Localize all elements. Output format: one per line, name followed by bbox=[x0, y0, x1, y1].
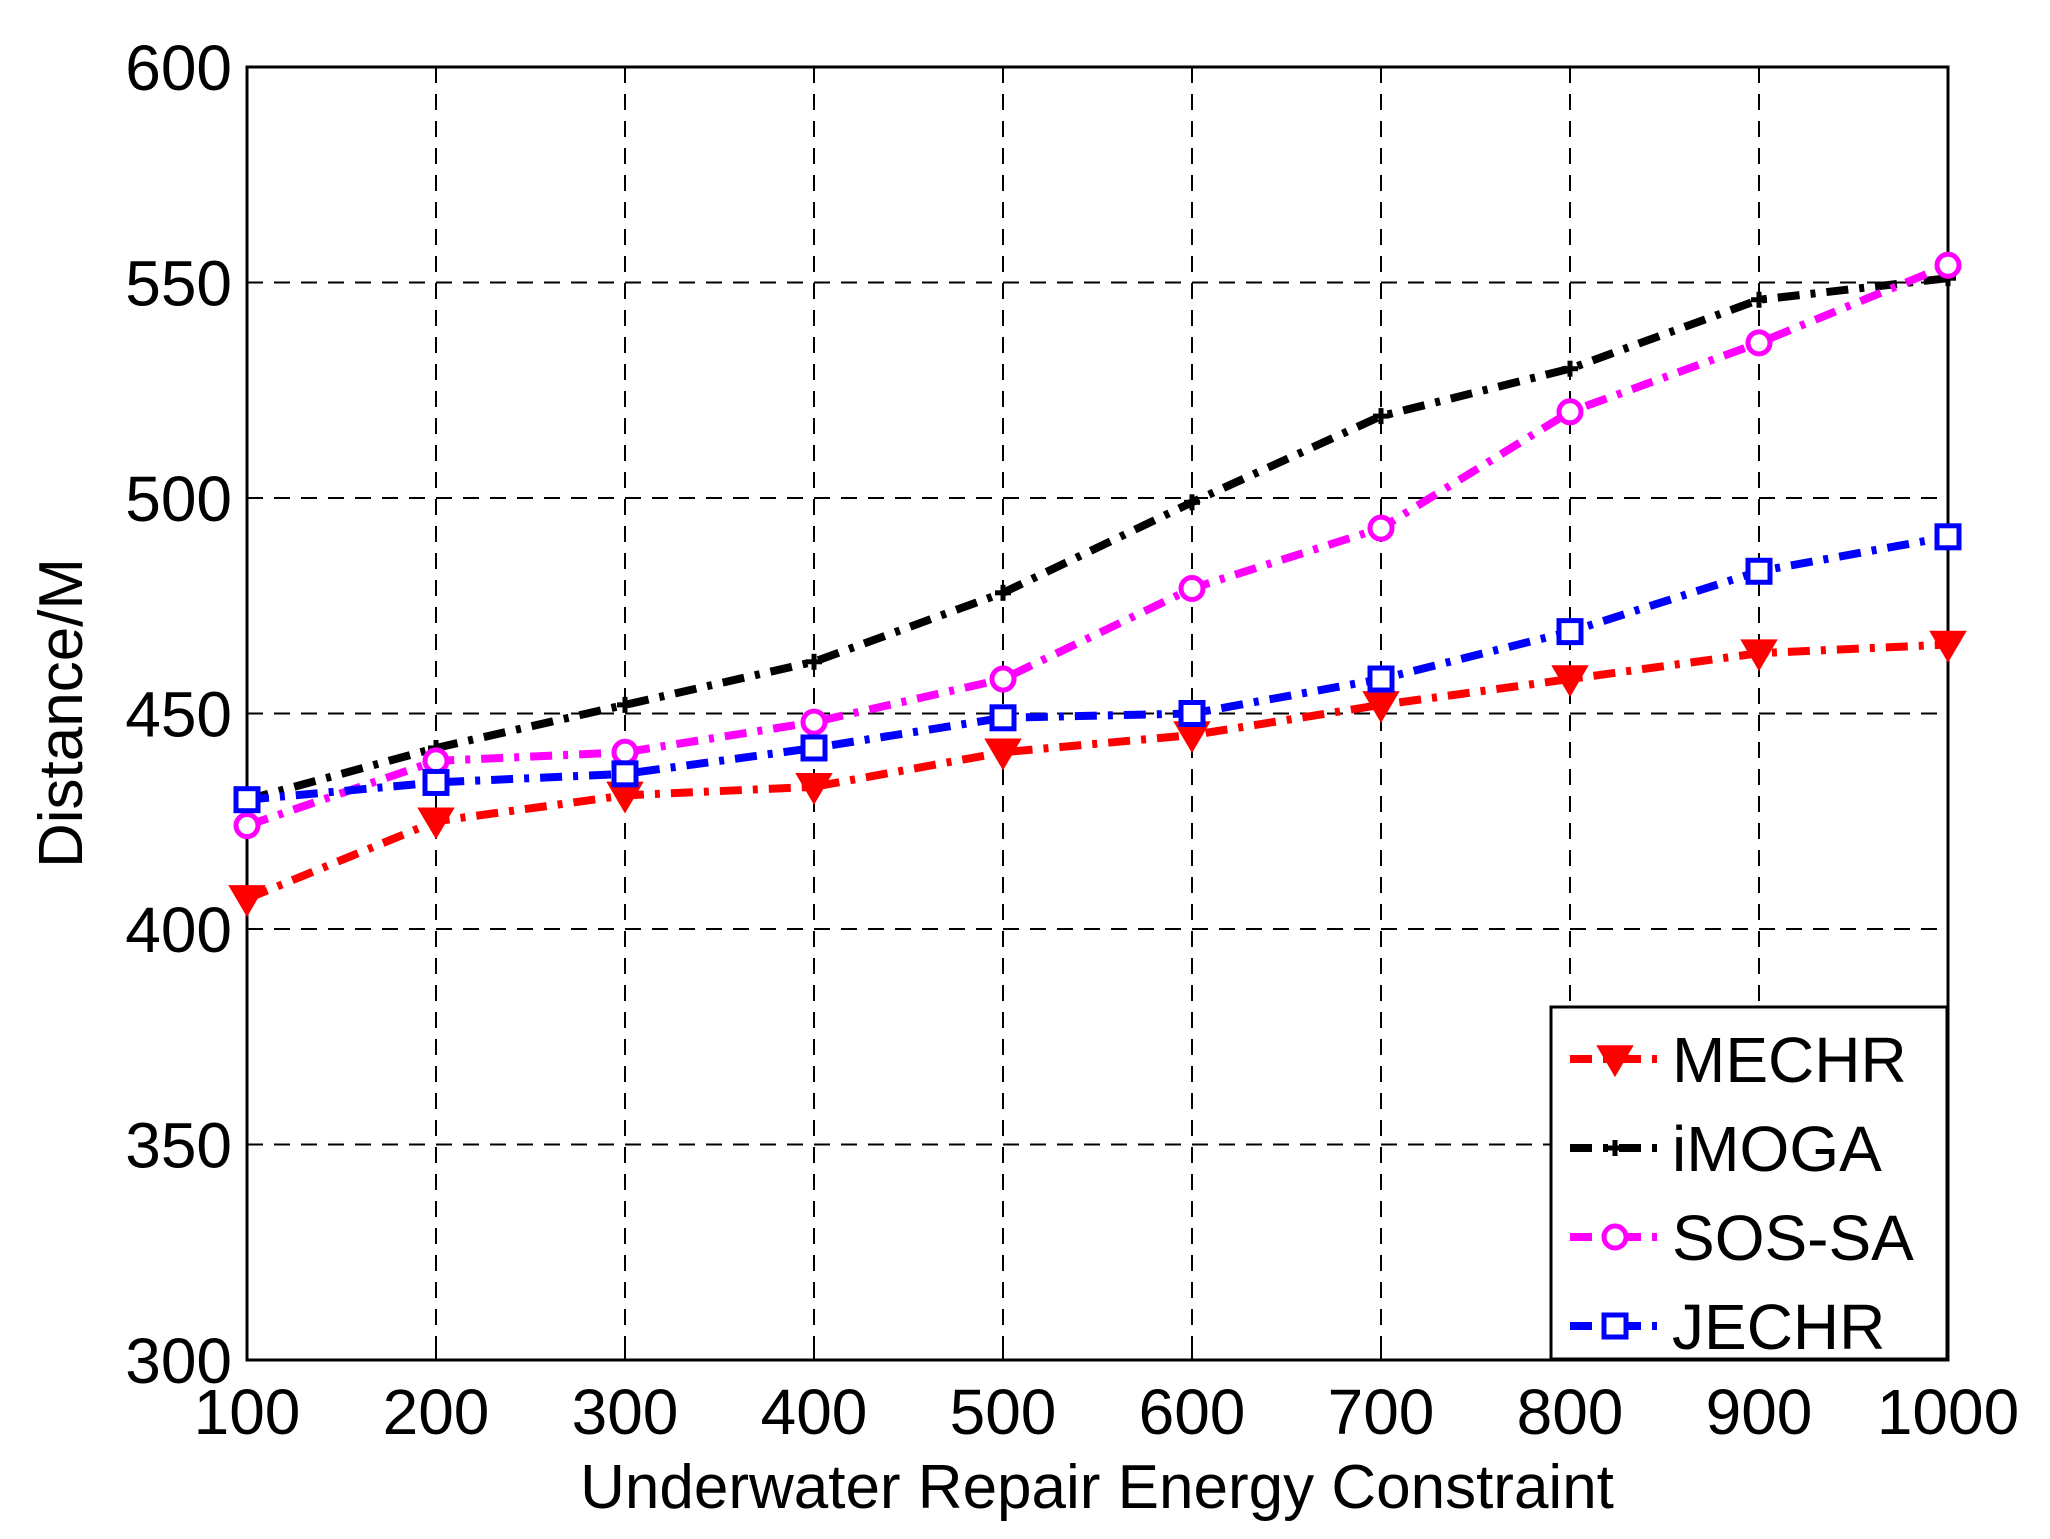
series-mechr bbox=[228, 630, 1967, 917]
legend: MECHR iMOGA SOS-SA JECHR bbox=[1549, 1005, 1949, 1363]
data-point-sos-sa bbox=[800, 708, 828, 736]
x-tick-label: 900 bbox=[1706, 1376, 1813, 1448]
legend-entry-jechr: JECHR bbox=[1570, 1291, 1885, 1363]
data-point-sos-sa bbox=[422, 747, 450, 775]
data-point-sos-sa bbox=[611, 738, 639, 766]
data-point-imoga bbox=[1562, 360, 1578, 377]
series-line-sos-sa bbox=[245, 261, 1950, 830]
y-tick-label: 600 bbox=[125, 32, 232, 104]
data-point-mechr bbox=[1551, 665, 1589, 698]
legend-marker bbox=[1596, 1045, 1634, 1078]
data-point-jechr bbox=[1178, 700, 1206, 727]
data-point-jechr bbox=[611, 760, 639, 788]
x-tick-label: 300 bbox=[572, 1376, 679, 1448]
y-tick-label: 450 bbox=[125, 679, 232, 751]
data-point-jechr bbox=[1367, 665, 1395, 693]
data-point-jechr bbox=[422, 768, 450, 796]
legend-label: MECHR bbox=[1672, 1024, 1907, 1096]
x-tick-label: 600 bbox=[1139, 1376, 1246, 1448]
legend-label: JECHR bbox=[1672, 1291, 1885, 1363]
data-point-imoga bbox=[617, 696, 633, 713]
data-point-sos-sa bbox=[1367, 514, 1395, 542]
legend-marker bbox=[1601, 1312, 1629, 1340]
data-point-mechr bbox=[1740, 639, 1778, 672]
series-line-jechr bbox=[246, 532, 1949, 804]
data-point-jechr bbox=[800, 734, 828, 762]
legend-marker bbox=[1601, 1223, 1629, 1251]
legend-entry-imoga: iMOGA bbox=[1570, 1113, 1882, 1185]
data-series bbox=[228, 251, 1967, 917]
y-axis-title: Distance/M bbox=[27, 558, 96, 868]
data-point-sos-sa bbox=[989, 665, 1017, 693]
data-point-mechr bbox=[228, 885, 266, 917]
series-line-imoga bbox=[245, 274, 1949, 804]
series-sos-sa bbox=[233, 251, 1962, 840]
y-tick-label: 550 bbox=[125, 248, 232, 320]
data-point-sos-sa bbox=[1745, 329, 1773, 357]
data-point-mechr bbox=[984, 738, 1022, 771]
x-tick-label: 100 bbox=[194, 1376, 301, 1448]
data-point-mechr bbox=[417, 807, 455, 840]
axis-ticks: 100 200 300 400 500 600 700 800 900 1000 300 350 400… bbox=[125, 32, 2019, 1448]
data-point-mechr bbox=[795, 773, 833, 805]
y-tick-label: 500 bbox=[125, 463, 232, 535]
data-point-jechr bbox=[989, 704, 1017, 732]
legend-entry-sos-sa: SOS-SA bbox=[1570, 1202, 1914, 1274]
x-tick-label: 700 bbox=[1328, 1376, 1435, 1448]
x-tick-label: 400 bbox=[761, 1376, 868, 1448]
data-point-jechr bbox=[233, 786, 261, 814]
legend-entry-mechr: MECHR bbox=[1570, 1024, 1907, 1096]
x-tick-label: 1000 bbox=[1877, 1376, 2019, 1448]
legend-label: SOS-SA bbox=[1672, 1202, 1914, 1274]
data-point-sos-sa bbox=[1178, 575, 1206, 603]
x-tick-label: 500 bbox=[950, 1376, 1057, 1448]
data-point-jechr bbox=[1934, 523, 1962, 551]
y-tick-label: 350 bbox=[125, 1110, 232, 1182]
data-point-mechr bbox=[1929, 630, 1967, 663]
data-point-jechr bbox=[1745, 557, 1773, 585]
data-point-imoga bbox=[1751, 291, 1767, 308]
x-tick-label: 800 bbox=[1517, 1376, 1624, 1448]
x-tick-label: 200 bbox=[383, 1376, 490, 1448]
data-point-imoga bbox=[806, 653, 822, 670]
data-point-imoga bbox=[1373, 408, 1389, 425]
series-jechr bbox=[233, 523, 1962, 814]
data-point-sos-sa bbox=[1934, 251, 1962, 279]
data-point-sos-sa bbox=[1556, 398, 1584, 426]
series-line-mechr bbox=[245, 640, 1949, 903]
data-point-jechr bbox=[1556, 618, 1584, 646]
y-tick-label: 400 bbox=[125, 894, 232, 966]
legend-marker bbox=[1607, 1140, 1623, 1156]
y-tick-label: 300 bbox=[125, 1325, 232, 1397]
data-point-sos-sa bbox=[233, 812, 261, 840]
data-point-imoga bbox=[995, 584, 1011, 601]
legend-label: iMOGA bbox=[1672, 1113, 1882, 1185]
x-axis-title: Underwater Repair Energy Constraint bbox=[580, 1453, 1614, 1522]
data-point-imoga bbox=[1184, 494, 1200, 511]
